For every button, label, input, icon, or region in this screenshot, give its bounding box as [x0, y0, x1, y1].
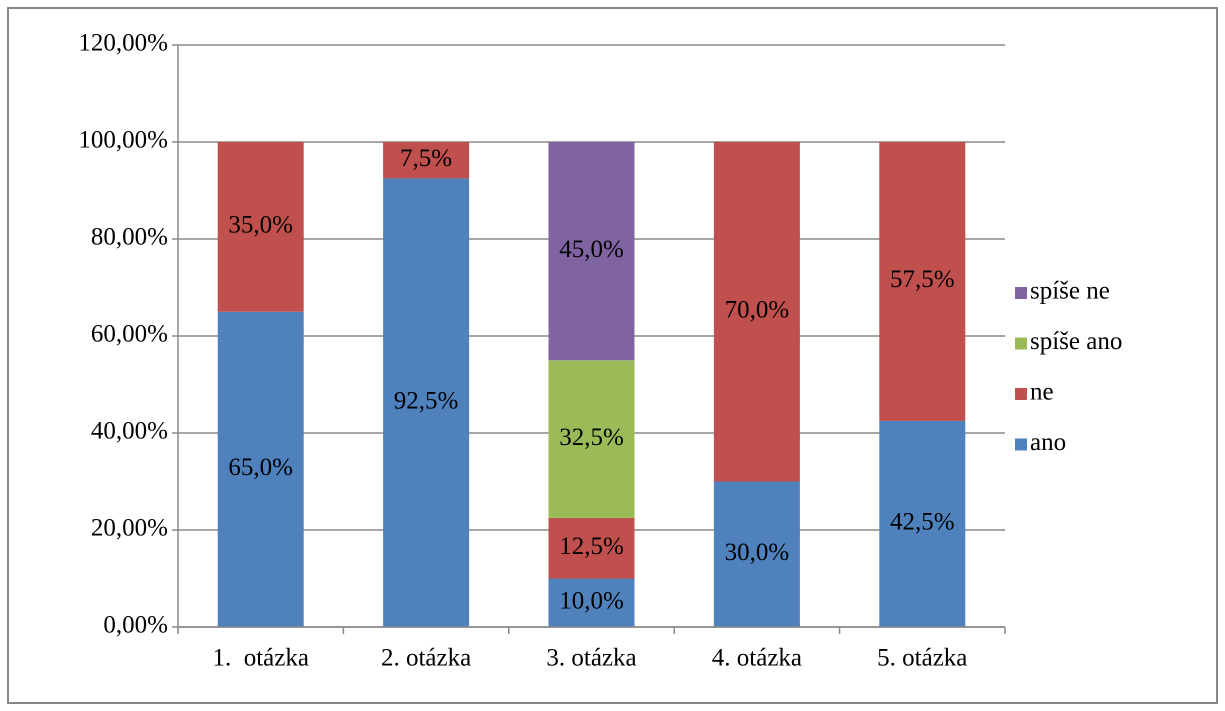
bar-segment: [713, 481, 800, 627]
x-tick-label: 3. otázka: [546, 645, 636, 672]
legend-label: ano: [1030, 429, 1066, 456]
x-tick-label: 2. otázka: [381, 645, 471, 672]
bar-segment: [548, 578, 635, 627]
x-tick-label: 4. otázka: [712, 645, 802, 672]
bar-segment: [383, 178, 470, 627]
legend-label: spíše ano: [1030, 328, 1122, 355]
bar-segment: [383, 142, 470, 179]
y-tick-label: 40,00%: [91, 418, 168, 445]
data-label: 10,0%: [559, 587, 624, 614]
legend-swatch: [1015, 337, 1027, 350]
data-label: 65,0%: [228, 454, 293, 481]
data-label: 32,5%: [559, 424, 624, 451]
x-tick-label: 5. otázka: [877, 645, 967, 672]
data-label: 42,5%: [890, 509, 955, 536]
data-label: 30,0%: [725, 539, 790, 566]
data-label: 35,0%: [228, 212, 293, 239]
legend-label: spíše ne: [1030, 278, 1110, 305]
bar-segment: [879, 420, 966, 627]
bar-segment: [548, 142, 635, 361]
data-label: 12,5%: [559, 533, 624, 560]
y-tick-label: 20,00%: [91, 515, 168, 542]
legend-label: ne: [1030, 379, 1054, 406]
legend-swatch: [1015, 388, 1027, 400]
data-label: 45,0%: [559, 236, 624, 263]
data-label: 92,5%: [394, 387, 459, 414]
y-tick-label: 80,00%: [91, 224, 168, 251]
bar-segment: [548, 360, 635, 518]
bar-segment: [879, 142, 966, 421]
bar-segment: [217, 142, 304, 312]
legend-swatch: [1015, 287, 1027, 299]
data-label: 70,0%: [725, 296, 790, 323]
data-label: 57,5%: [890, 266, 955, 293]
bar-segment: [217, 311, 304, 627]
bar-segment: [548, 517, 635, 579]
y-tick-label: 0,00%: [103, 612, 168, 639]
bar-segment: [713, 142, 800, 482]
x-tick-label: 1. otázka: [212, 645, 308, 672]
y-tick-label: 60,00%: [91, 321, 168, 348]
y-tick-label: 100,00%: [78, 127, 168, 154]
y-tick-label: 120,00%: [78, 30, 168, 57]
legend-swatch: [1015, 438, 1027, 451]
data-label: 7,5%: [400, 145, 452, 172]
